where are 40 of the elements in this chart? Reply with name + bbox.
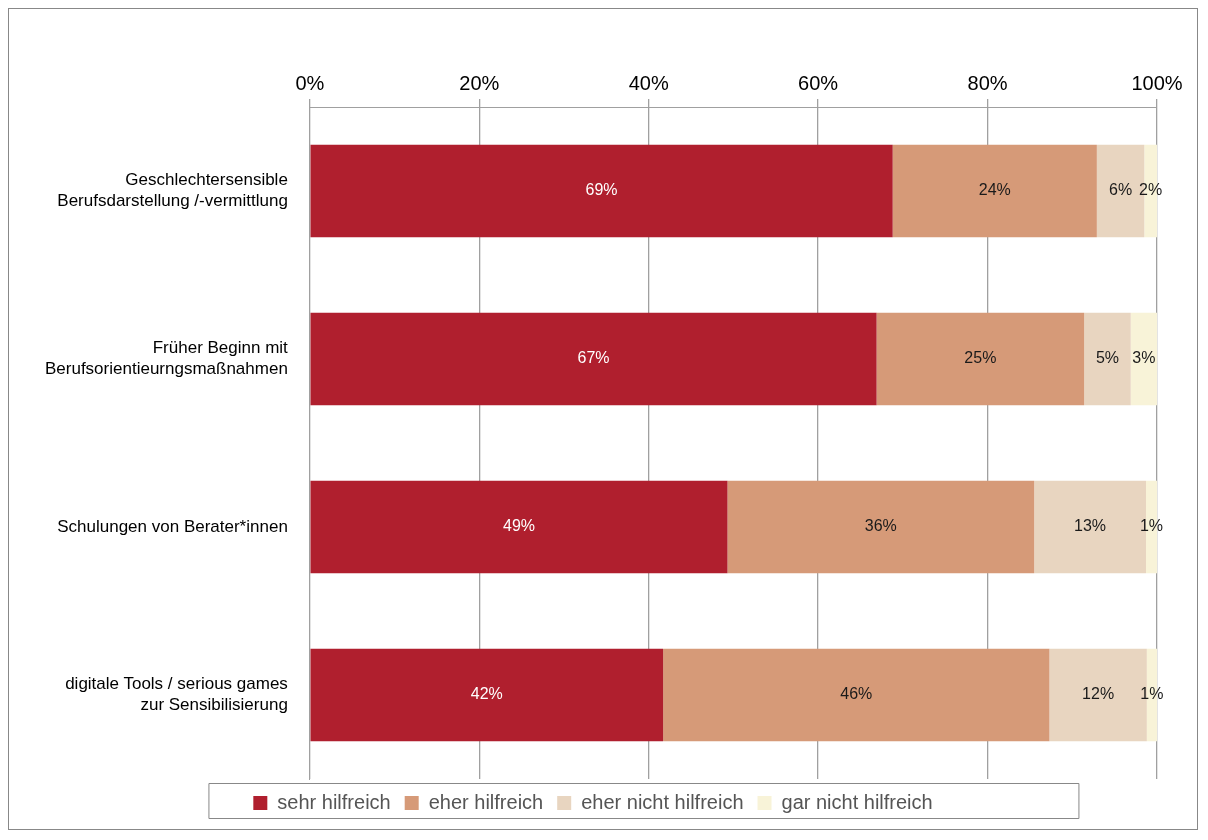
x-tick-label: 100%: [1131, 71, 1183, 94]
data-label: 24%: [978, 181, 1011, 199]
data-label: 13%: [1074, 517, 1107, 535]
data-label: 6%: [1109, 181, 1133, 199]
bar: [727, 480, 1035, 574]
data-label: 12%: [1082, 685, 1115, 703]
x-tick-label: 20%: [459, 71, 500, 94]
y-tick-label: Früher Beginn mit Berufsorientieurngsmaßnahmen: [44, 338, 289, 378]
data-label: 69%: [585, 181, 618, 199]
data-label: 67%: [577, 349, 610, 367]
bar: [1084, 312, 1131, 406]
x-tick-label: 80%: [967, 71, 1008, 94]
bar: [310, 480, 728, 574]
data-label: 49%: [502, 517, 536, 535]
x-tick-label: 60%: [798, 71, 839, 94]
data-label: 1%: [1140, 685, 1164, 703]
data-label: 36%: [864, 517, 897, 535]
data-label: 3%: [1132, 349, 1156, 367]
bar: [876, 312, 1085, 406]
x-tick-label: 40%: [628, 71, 669, 94]
legend-label: eher nicht hilfreich: [581, 790, 744, 813]
bar: [663, 648, 1050, 742]
bar: [1130, 312, 1157, 406]
legend-label: eher hilfreich: [428, 790, 544, 813]
legend-label: sehr hilfreich: [277, 790, 391, 813]
data-label: 42%: [470, 685, 503, 703]
bar: [310, 648, 664, 742]
data-label: 2%: [1139, 181, 1163, 199]
bar: [310, 312, 877, 406]
y-tick-label: Geschlechtersensible Berufsdarstellung /-vermittlung: [57, 170, 288, 210]
data-label: 5%: [1095, 349, 1119, 367]
x-tick-label: 0%: [295, 71, 325, 94]
y-tick-label: digitale Tools / serious games zur Sensibilisierung: [65, 674, 288, 714]
data-label: 25%: [964, 349, 997, 367]
bar: [892, 144, 1097, 238]
y-tick-label: Schulungen von Berater*innen: [57, 516, 288, 536]
bar: [310, 144, 893, 238]
data-label: 1%: [1139, 517, 1164, 535]
legend-label: gar nicht hilfreich: [781, 790, 933, 813]
data-label: 46%: [840, 685, 873, 703]
